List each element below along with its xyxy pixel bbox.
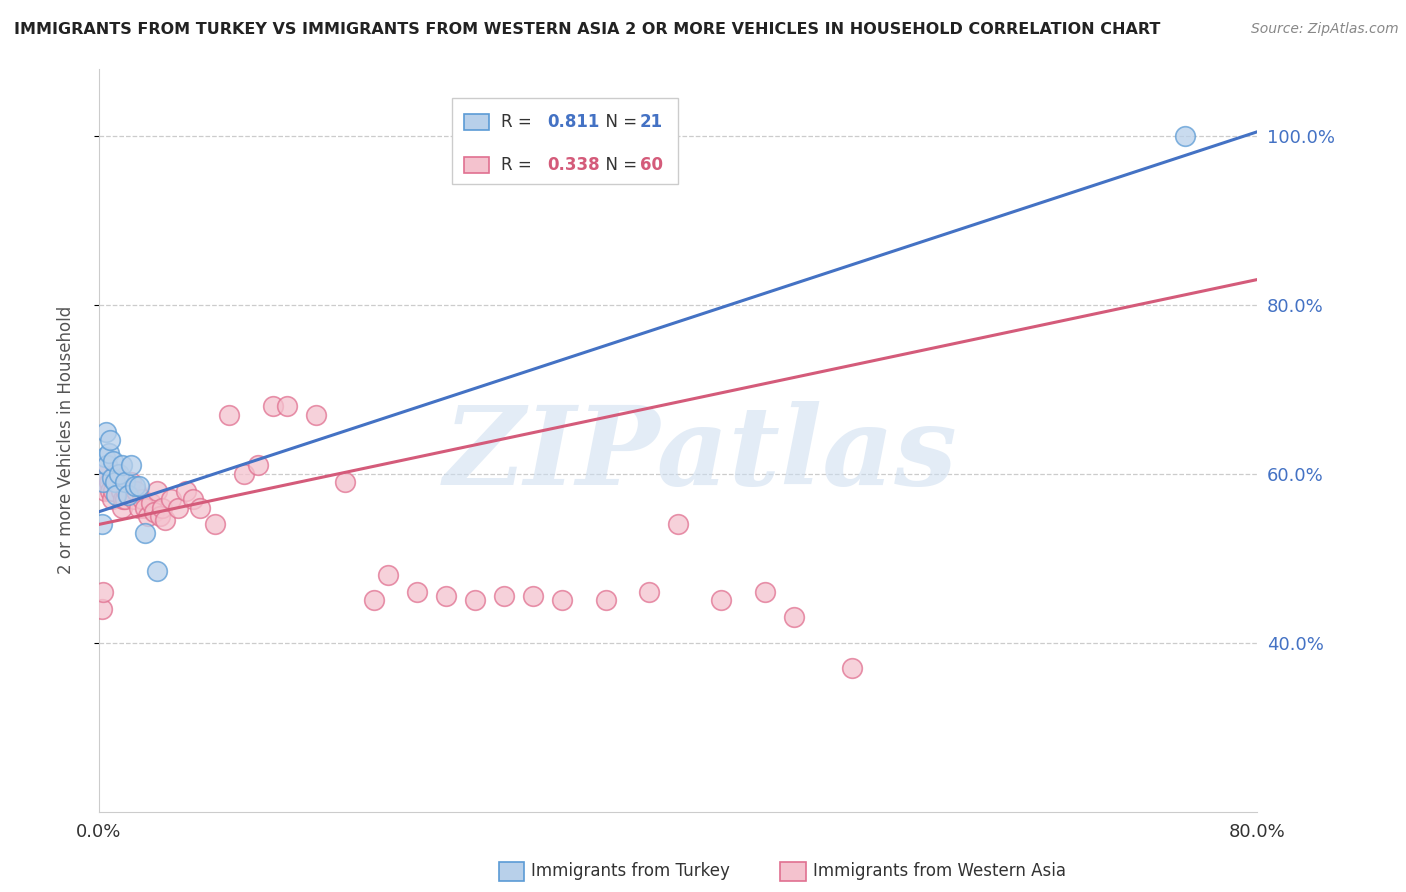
Point: [91, 475, 114, 490]
Point: [103, 454, 125, 468]
Point: [139, 496, 162, 510]
Point: [128, 479, 150, 493]
Text: 0.811: 0.811: [547, 113, 599, 131]
Point: [91, 585, 114, 599]
Text: R =: R =: [501, 113, 537, 131]
Text: ZIPatlas: ZIPatlas: [444, 401, 957, 508]
Point: [145, 564, 167, 578]
Point: [522, 589, 544, 603]
Point: [117, 488, 139, 502]
Point: [112, 492, 135, 507]
Point: [174, 483, 197, 498]
Text: Source: ZipAtlas.com: Source: ZipAtlas.com: [1251, 22, 1399, 37]
Point: [117, 488, 139, 502]
Point: [406, 585, 429, 599]
Bar: [453, 98, 678, 184]
Text: IMMIGRANTS FROM TURKEY VS IMMIGRANTS FROM WESTERN ASIA 2 OR MORE VEHICLES IN HOU: IMMIGRANTS FROM TURKEY VS IMMIGRANTS FRO…: [14, 22, 1160, 37]
Text: Immigrants from Western Asia: Immigrants from Western Asia: [813, 863, 1066, 880]
Point: [115, 483, 138, 498]
Point: [124, 479, 146, 493]
Point: [93, 450, 115, 464]
Point: [204, 517, 226, 532]
Point: [188, 500, 211, 515]
Point: [120, 458, 142, 473]
Point: [276, 399, 298, 413]
Point: [97, 475, 120, 490]
Point: [155, 513, 177, 527]
Point: [96, 458, 118, 473]
Point: [145, 483, 167, 498]
Point: [125, 483, 148, 498]
Point: [96, 458, 118, 473]
Point: [131, 492, 153, 507]
Point: [333, 475, 356, 490]
Point: [181, 492, 204, 507]
Point: [111, 458, 134, 473]
Point: [101, 471, 124, 485]
Point: [104, 467, 127, 481]
Point: [134, 500, 156, 515]
Point: [152, 500, 174, 515]
Point: [94, 425, 117, 439]
Point: [90, 602, 112, 616]
Point: [149, 508, 172, 523]
Point: [134, 525, 156, 540]
Point: [363, 593, 385, 607]
Y-axis label: 2 or more Vehicles in Household: 2 or more Vehicles in Household: [58, 306, 75, 574]
Point: [114, 475, 136, 490]
Text: N =: N =: [595, 156, 643, 174]
Point: [104, 475, 127, 490]
Point: [110, 483, 132, 498]
Text: 60: 60: [640, 156, 662, 174]
Point: [108, 467, 131, 481]
Point: [595, 593, 617, 607]
Point: [114, 492, 136, 507]
Point: [107, 475, 129, 490]
Point: [142, 505, 165, 519]
Point: [120, 475, 142, 490]
Point: [464, 593, 486, 607]
Point: [105, 467, 128, 481]
Point: [111, 500, 134, 515]
Point: [710, 593, 733, 607]
Point: [128, 500, 150, 515]
Point: [551, 593, 574, 607]
Point: [122, 492, 145, 507]
Bar: [464, 157, 489, 173]
Text: 21: 21: [640, 113, 662, 131]
Point: [754, 585, 776, 599]
Point: [103, 483, 125, 498]
Point: [101, 492, 124, 507]
Point: [94, 467, 117, 481]
Point: [105, 488, 128, 502]
Text: Immigrants from Turkey: Immigrants from Turkey: [531, 863, 730, 880]
Point: [305, 408, 328, 422]
Point: [100, 433, 122, 447]
Point: [666, 517, 689, 532]
Point: [262, 399, 284, 413]
Bar: [464, 114, 489, 130]
Point: [377, 568, 399, 582]
Point: [136, 508, 159, 523]
Text: R =: R =: [501, 156, 537, 174]
Point: [1174, 129, 1197, 144]
Point: [167, 500, 190, 515]
Point: [232, 467, 254, 481]
Text: N =: N =: [595, 113, 643, 131]
Point: [218, 408, 240, 422]
Point: [841, 661, 863, 675]
Point: [108, 475, 131, 490]
Point: [160, 492, 183, 507]
Point: [494, 589, 516, 603]
Point: [97, 445, 120, 459]
Point: [100, 483, 122, 498]
Point: [90, 517, 112, 532]
Point: [434, 589, 457, 603]
Point: [247, 458, 270, 473]
Point: [93, 483, 115, 498]
Text: 0.338: 0.338: [547, 156, 599, 174]
Point: [638, 585, 661, 599]
Point: [783, 610, 806, 624]
